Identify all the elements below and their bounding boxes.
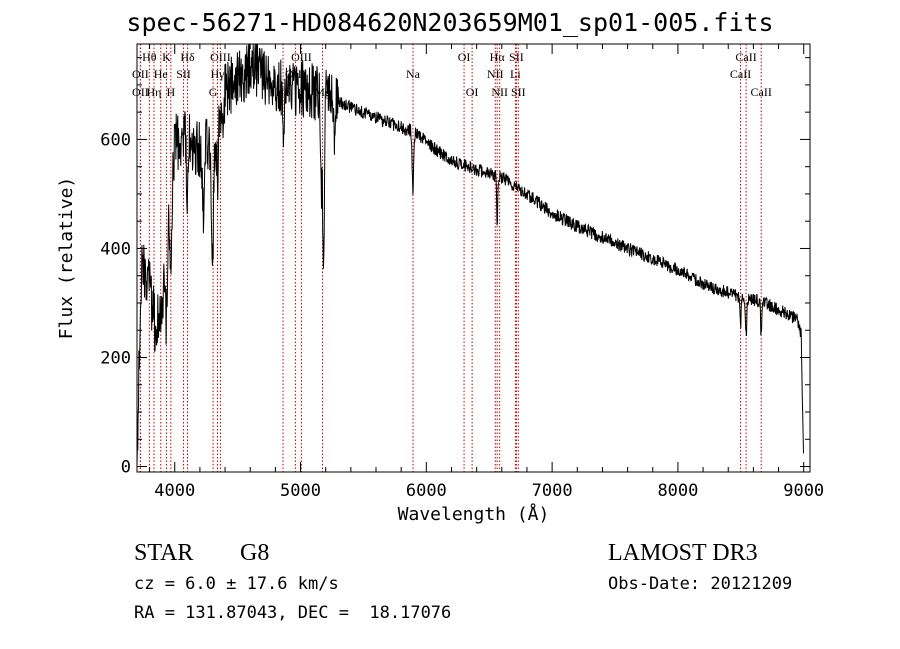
line-marker-label: Hα xyxy=(490,50,506,64)
x-tick-label: 4000 xyxy=(154,481,195,501)
x-tick-label: 7000 xyxy=(532,481,573,501)
line-marker-label: H xyxy=(167,85,176,99)
spectrum-line xyxy=(136,43,804,467)
spectrum-series xyxy=(136,43,804,467)
x-tick-label: 6000 xyxy=(406,481,447,501)
line-marker-label: Li xyxy=(510,67,521,81)
chart-title: spec-56271-HD084620N203659M01_sp01-005.f… xyxy=(126,8,774,37)
line-marker-label: OII xyxy=(132,85,149,99)
line-marker-label: OIII xyxy=(291,50,312,64)
line-marker-label: CaII xyxy=(730,67,751,81)
line-marker-label: OI xyxy=(458,50,471,64)
y-axis-label: Flux (relative) xyxy=(56,177,77,340)
y-tick-label: 200 xyxy=(100,349,131,369)
object-subclass: G8 xyxy=(240,540,270,566)
x-axis-label: Wavelength (Å) xyxy=(398,503,550,525)
line-marker-label: CaII xyxy=(735,50,756,64)
obs-date: Obs-Date: 20121209 xyxy=(608,574,793,594)
line-marker-label: OI xyxy=(466,85,479,99)
line-marker-label: Hη xyxy=(147,85,162,99)
object-class: STAR xyxy=(134,540,194,566)
y-tick-label: 600 xyxy=(100,130,131,150)
x-tick-label: 8000 xyxy=(657,481,698,501)
line-marker-label: SII xyxy=(511,85,526,99)
line-marker-label: CaII xyxy=(751,85,772,99)
plot-frame xyxy=(136,43,811,473)
x-tick-label: 9000 xyxy=(783,481,824,501)
x-tick-label: 5000 xyxy=(280,481,321,501)
line-marker-label: He xyxy=(154,67,168,81)
axes: 4000 5000 6000 7000 8000 9000 0 200 400 600 Wavele… xyxy=(56,43,824,525)
line-marker-label: Hγ xyxy=(211,67,226,81)
line-marker-label: NII xyxy=(491,85,508,99)
line-marker-label: OII xyxy=(132,67,149,81)
survey-name: LAMOST DR3 xyxy=(608,540,758,566)
y-tick-label: 0 xyxy=(121,458,131,478)
line-marker-label: OIII xyxy=(210,50,231,64)
line-marker-label: K xyxy=(162,50,171,64)
line-marker-label: Na xyxy=(406,67,421,81)
coordinates: RA = 131.87043, DEC = 18.17076 xyxy=(134,603,452,623)
redshift-value: cz = 6.0 ± 17.6 km/s xyxy=(134,574,339,594)
y-tick-label: 400 xyxy=(100,239,131,259)
line-marker-label: Hδ xyxy=(180,50,195,64)
line-marker-label: Hθ xyxy=(142,50,157,64)
line-marker-label: SII xyxy=(509,50,524,64)
line-marker-label: G xyxy=(209,85,218,99)
line-marker-label: SII xyxy=(176,67,191,81)
line-marker-label: NII xyxy=(487,67,504,81)
